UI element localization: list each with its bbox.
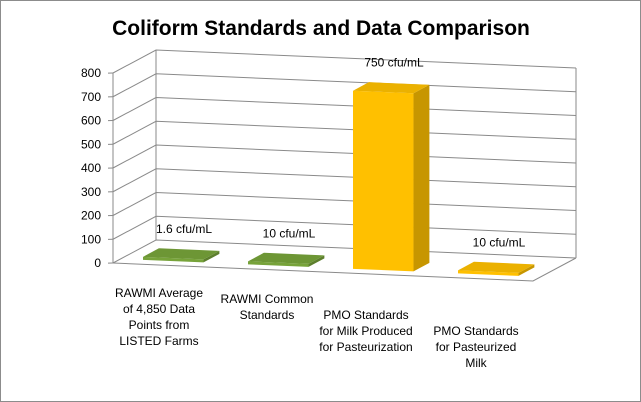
y-tick-label: 800 xyxy=(81,66,101,80)
category-label: RAWMI Average of 4,850 Data Points from LIS… xyxy=(115,286,203,348)
bar xyxy=(248,252,325,267)
data-label: 750 cfu/mL xyxy=(364,56,424,70)
bar xyxy=(353,82,430,272)
gridline xyxy=(112,168,577,193)
y-axis-ticks: 0 100 200 300 400 500 600 700 800 xyxy=(81,66,101,270)
bar xyxy=(458,261,535,276)
data-labels: 1.6 cfu/mL 10 cfu/mL 750 cfu/mL 10 cfu/mL xyxy=(156,56,526,250)
y-tick-label: 300 xyxy=(81,185,101,199)
data-label: 10 cfu/mL xyxy=(263,226,316,240)
chart-title: Coliform Standards and Data Comparison xyxy=(112,17,530,40)
y-tick-label: 500 xyxy=(81,137,101,151)
y-tick-label: 600 xyxy=(81,114,101,128)
gridline xyxy=(112,191,577,216)
y-tick-label: 0 xyxy=(94,256,101,270)
category-label: PMO Standards for Milk Produced for Pasteu… xyxy=(319,308,412,354)
bar xyxy=(143,248,220,263)
floor-edge xyxy=(112,257,577,282)
data-label: 10 cfu/mL xyxy=(473,235,526,249)
category-labels: RAWMI Average of 4,850 Data Points from LIS… xyxy=(115,286,519,370)
y-tick-label: 700 xyxy=(81,90,101,104)
data-label: 1.6 cfu/mL xyxy=(156,222,212,236)
y-tick-label: 100 xyxy=(81,232,101,246)
gridline xyxy=(112,120,577,145)
gridlines xyxy=(107,49,577,282)
gridline xyxy=(112,96,577,121)
gridline xyxy=(112,73,577,98)
y-tick-label: 400 xyxy=(81,161,101,175)
gridline xyxy=(112,144,577,169)
gridline xyxy=(112,49,577,74)
category-label: RAWMI Common Standards xyxy=(221,292,314,322)
category-label: PMO Standards for Pasteurized Milk xyxy=(433,324,518,370)
bars xyxy=(143,82,535,276)
y-tick-label: 200 xyxy=(81,209,101,223)
